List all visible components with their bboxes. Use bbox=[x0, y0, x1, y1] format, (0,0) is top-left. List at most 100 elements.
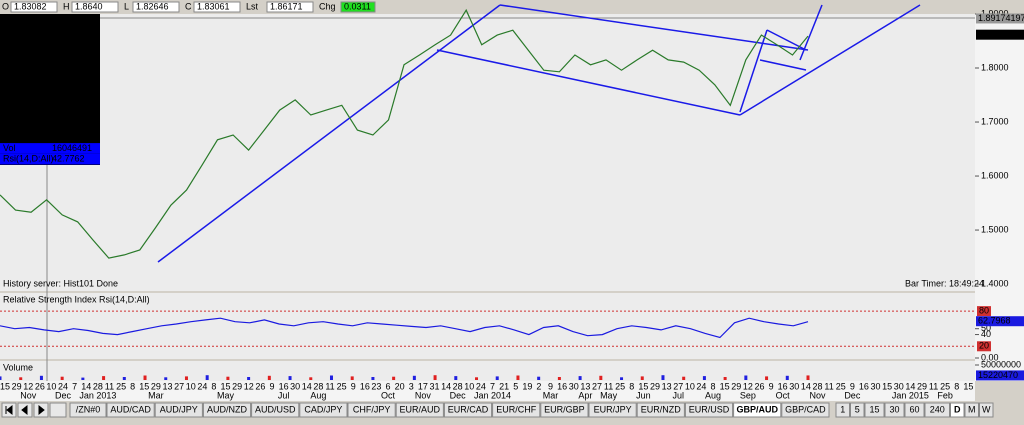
y-tick-label: 1.4000 bbox=[981, 278, 1009, 288]
tab[interactable] bbox=[950, 402, 965, 418]
tab[interactable] bbox=[347, 402, 396, 418]
tab[interactable] bbox=[251, 402, 300, 418]
day-label: 14 bbox=[302, 381, 312, 391]
day-label: 16 bbox=[360, 381, 370, 391]
volume-bar bbox=[392, 376, 396, 380]
tab[interactable] bbox=[443, 402, 493, 418]
volume-bar bbox=[599, 375, 603, 380]
rsi-title: Relative Strength Index Rsi(14,D:All) bbox=[3, 294, 150, 304]
day-label: 28 bbox=[812, 381, 822, 391]
day-label: 28 bbox=[313, 381, 323, 391]
day-label: 14 bbox=[801, 381, 811, 391]
info-value: 1.5358 bbox=[36, 79, 64, 89]
day-label: 16 bbox=[859, 381, 869, 391]
tab[interactable] bbox=[781, 402, 830, 418]
volume-bar bbox=[205, 375, 209, 380]
volume-bar bbox=[765, 376, 769, 380]
day-label: 24 bbox=[58, 381, 68, 391]
tab[interactable] bbox=[492, 402, 541, 418]
volume-bar bbox=[454, 376, 458, 380]
day-label: 8 bbox=[130, 381, 135, 391]
day-label: 31 bbox=[429, 381, 439, 391]
tab[interactable] bbox=[636, 402, 685, 418]
month-label: Nov bbox=[809, 390, 826, 400]
volume-bar bbox=[433, 375, 437, 380]
day-label: 11 bbox=[824, 381, 833, 391]
day-label: 15 bbox=[0, 381, 10, 391]
day-label: 3 bbox=[409, 381, 414, 391]
day-label: 8 bbox=[211, 381, 216, 391]
info-value: -0.0038 bbox=[36, 121, 67, 131]
day-label: 29 bbox=[731, 381, 741, 391]
day-label: 30 bbox=[894, 381, 904, 391]
info-value: 42.7762 bbox=[52, 153, 85, 163]
tab[interactable] bbox=[69, 402, 107, 418]
row-button[interactable] bbox=[49, 402, 67, 418]
info-label: Date bbox=[3, 36, 22, 46]
month-label: Nov bbox=[415, 390, 432, 400]
volume-bar bbox=[495, 376, 499, 380]
tab-label: GBP/AUD bbox=[736, 404, 778, 414]
volume-bar bbox=[744, 375, 748, 380]
tab[interactable] bbox=[299, 402, 348, 418]
trend-line bbox=[739, 4, 921, 116]
info-value: 0.00659 bbox=[36, 111, 69, 121]
info-value: EST bbox=[36, 57, 54, 67]
day-label: 15 bbox=[963, 381, 973, 391]
tab[interactable] bbox=[154, 402, 203, 418]
day-label: 16 bbox=[279, 381, 289, 391]
tab-label: EUR/AUD bbox=[400, 404, 441, 414]
day-label: 8 bbox=[629, 381, 634, 391]
month-label: Mar bbox=[148, 390, 164, 400]
tab-label: 5 bbox=[855, 404, 860, 414]
tab-label: GBP/CAD bbox=[785, 404, 826, 414]
tab-label: D bbox=[954, 404, 961, 414]
tab[interactable] bbox=[202, 402, 252, 418]
tab[interactable] bbox=[884, 402, 905, 418]
tab[interactable] bbox=[904, 402, 925, 418]
volume-bar bbox=[60, 376, 64, 380]
day-label: 16 bbox=[778, 381, 788, 391]
tab[interactable] bbox=[106, 402, 155, 418]
tab[interactable] bbox=[864, 402, 885, 418]
month-label: Sep bbox=[740, 390, 756, 400]
tab[interactable] bbox=[588, 402, 637, 418]
month-label: Jul bbox=[278, 390, 290, 400]
day-label: 29 bbox=[12, 381, 22, 391]
y-tick-label: 1.5000 bbox=[981, 224, 1009, 234]
tab[interactable] bbox=[395, 402, 444, 418]
day-label: 29 bbox=[917, 381, 927, 391]
day-label: 25 bbox=[836, 381, 846, 391]
tab[interactable] bbox=[684, 402, 734, 418]
bar-timer: Bar Timer: 18:49:24 bbox=[905, 278, 984, 288]
y-tick-label: 50000000 bbox=[981, 359, 1021, 369]
day-label: 27 bbox=[592, 381, 602, 391]
month-label: Apr bbox=[578, 390, 592, 400]
volume-bar bbox=[578, 376, 582, 380]
tab[interactable] bbox=[964, 402, 979, 418]
month-label: May bbox=[600, 390, 618, 400]
volume-bar bbox=[620, 377, 624, 380]
tab[interactable] bbox=[733, 402, 782, 418]
tab[interactable] bbox=[850, 402, 865, 418]
info-value: 1.5300 bbox=[36, 100, 64, 110]
day-label: 10 bbox=[685, 381, 695, 391]
volume-bar bbox=[309, 377, 313, 380]
day-label: 24 bbox=[476, 381, 486, 391]
volume-bar bbox=[329, 375, 333, 380]
tab-label: 240 bbox=[930, 404, 945, 414]
tab-label: EUR/JPY bbox=[594, 404, 632, 414]
volume-bar bbox=[122, 377, 126, 380]
last-value-label: 15220470 bbox=[978, 370, 1018, 380]
history-status: History server: Hist101 Done bbox=[3, 278, 118, 288]
day-label: 12 bbox=[244, 381, 254, 391]
tab[interactable] bbox=[540, 402, 589, 418]
tab-label: EUR/CHF bbox=[496, 404, 537, 414]
tab[interactable] bbox=[979, 402, 994, 418]
y-tick-label: 40 bbox=[981, 329, 991, 339]
tab-label: M bbox=[968, 404, 976, 414]
tab[interactable] bbox=[924, 402, 950, 418]
tab[interactable] bbox=[835, 402, 850, 418]
last-value-label: 1.86171 bbox=[978, 29, 1011, 39]
quote-box bbox=[132, 1, 180, 13]
